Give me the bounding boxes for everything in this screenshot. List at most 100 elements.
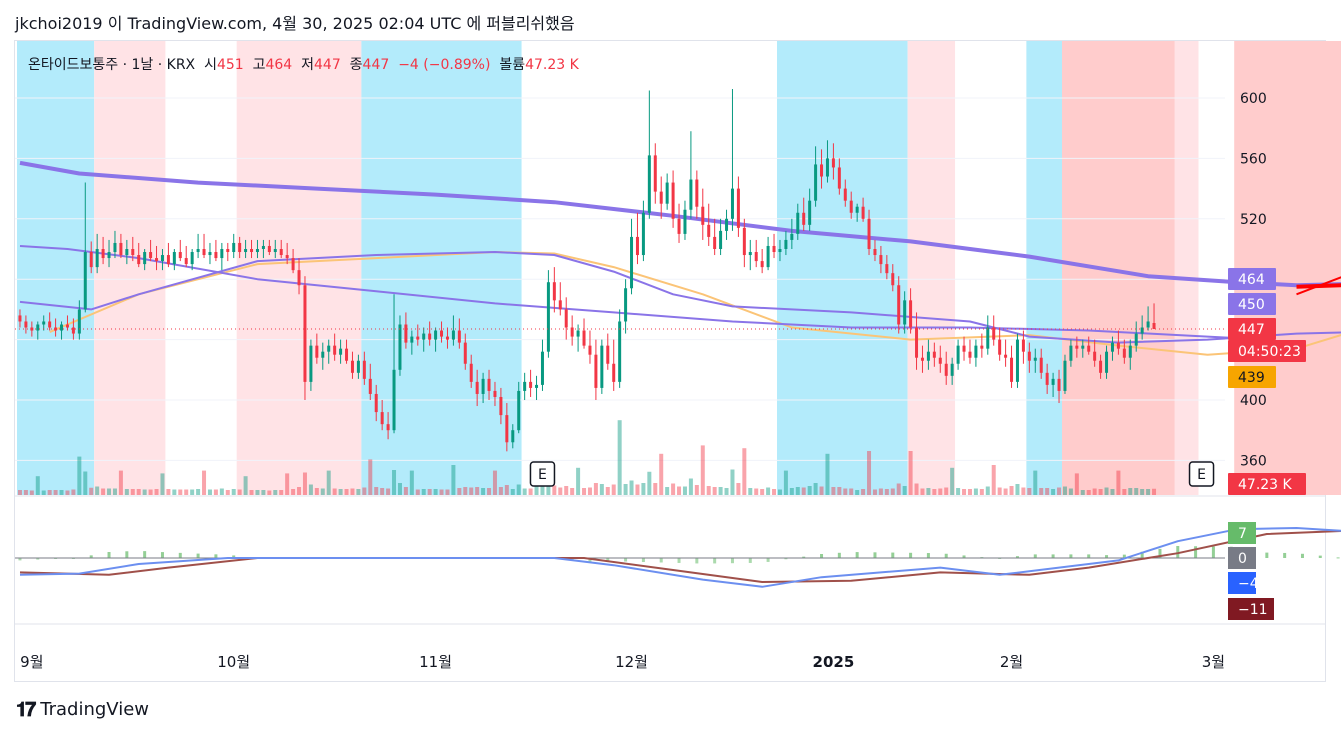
candle-body: [374, 393, 378, 413]
candle-body: [297, 270, 301, 286]
candle-body: [1010, 357, 1014, 382]
volume-bar: [730, 469, 735, 495]
volume-bar: [190, 489, 195, 495]
volume-bar: [902, 486, 907, 495]
volume-bar: [653, 483, 658, 495]
volume-bar: [801, 487, 806, 495]
volume-bar: [973, 488, 978, 495]
volume-bar: [1068, 488, 1073, 495]
candle-body: [143, 252, 147, 265]
candle-body: [612, 363, 616, 382]
volume-bar: [813, 483, 818, 495]
band-rect: [1174, 41, 1199, 495]
candles: [18, 88, 1156, 452]
volume-bar: [95, 486, 100, 495]
candle-body: [499, 396, 503, 416]
macd-badges: 7 0 −4 −11: [1228, 522, 1274, 620]
y-tick-label: 560: [1240, 151, 1267, 167]
candle-body: [689, 179, 693, 210]
close-label: 종: [349, 57, 363, 73]
candle-body: [1069, 345, 1073, 361]
volume-bar: [641, 483, 646, 495]
candle-body: [897, 285, 901, 325]
candle-body: [517, 390, 521, 431]
volume-bar: [1021, 487, 1026, 495]
volume-bar: [297, 487, 302, 495]
macd-histogram-bar: [1318, 555, 1322, 558]
volume-bar: [997, 487, 1002, 495]
band-rect: [1062, 41, 1175, 495]
volume-bar: [53, 490, 58, 495]
volume-bar: [207, 489, 212, 495]
candle-body: [730, 188, 734, 219]
x-tick-label: 9월: [20, 653, 43, 671]
volume-bar: [243, 476, 248, 495]
candle-body: [665, 182, 669, 204]
macd-histogram-bar: [1194, 546, 1198, 558]
candle-body: [386, 424, 390, 431]
volume-bar: [415, 489, 420, 495]
macd-histogram-bar: [1122, 554, 1126, 558]
volume-bar: [552, 485, 557, 495]
macd-histogram-bar: [1158, 548, 1162, 558]
volume-bar: [962, 489, 967, 495]
candle-body: [368, 378, 372, 394]
candle-body: [843, 188, 847, 201]
volume-bar: [101, 488, 106, 495]
macd-badge-label: 0: [1238, 551, 1247, 567]
candle-body: [546, 282, 550, 352]
candle-body: [1051, 378, 1055, 385]
volume-bar: [225, 490, 230, 495]
candle-body: [766, 245, 770, 268]
candle-body: [535, 384, 539, 388]
candle-body: [214, 252, 218, 259]
candle-body: [986, 327, 990, 349]
candle-body: [107, 252, 111, 259]
candle-body: [1110, 342, 1114, 352]
candle-body: [303, 285, 307, 382]
volume-bar: [320, 488, 325, 495]
low-value: 447: [314, 57, 341, 73]
candle-body: [155, 258, 159, 262]
volume-bar: [766, 487, 771, 495]
macd-histogram-bar: [641, 558, 645, 562]
candle-body: [606, 345, 610, 364]
publisher-caption: jkchoi2019 이 TradingView.com, 4월 30, 202…: [15, 14, 575, 33]
candle-body: [428, 333, 432, 340]
band-rect: [907, 41, 956, 495]
price-badge-label: 47.23 K: [1238, 477, 1293, 493]
macd-histogram-bar: [160, 552, 164, 558]
volume-bar: [1074, 473, 1079, 495]
candle-body: [1004, 354, 1008, 358]
symbol-legend: 온타이드보통주 · 1날 · KRX 시451 고464 저447 종447 −…: [28, 54, 579, 74]
y-tick-label: 360: [1240, 453, 1267, 469]
volume-bar: [397, 483, 402, 495]
volume-bar: [522, 488, 527, 495]
candle-body: [392, 369, 396, 431]
volume-bar: [267, 490, 272, 495]
candle-body: [707, 224, 711, 237]
volume-bar: [985, 486, 990, 495]
candle-body: [267, 245, 271, 253]
macd-histogram-bar: [1069, 554, 1073, 558]
candle-body: [1093, 351, 1097, 361]
candle-body: [635, 236, 639, 256]
low-label: 저: [301, 57, 315, 73]
candle-body: [511, 430, 515, 443]
candle-body: [529, 381, 533, 388]
band-rect: [1198, 41, 1235, 495]
volume-bar: [700, 445, 705, 495]
candle-body: [867, 218, 871, 249]
volume-bar: [261, 490, 266, 495]
x-tick-label: 2월: [1000, 653, 1023, 671]
volume-bar: [368, 459, 373, 495]
volume-bar: [671, 483, 676, 495]
volume-bar: [611, 484, 616, 495]
band-rect: [165, 41, 237, 495]
volume-bar: [166, 489, 171, 495]
candle-body: [837, 167, 841, 189]
macd-histogram-bar: [766, 558, 770, 562]
y-tick-label: 600: [1240, 91, 1267, 107]
candle-body: [48, 321, 52, 328]
